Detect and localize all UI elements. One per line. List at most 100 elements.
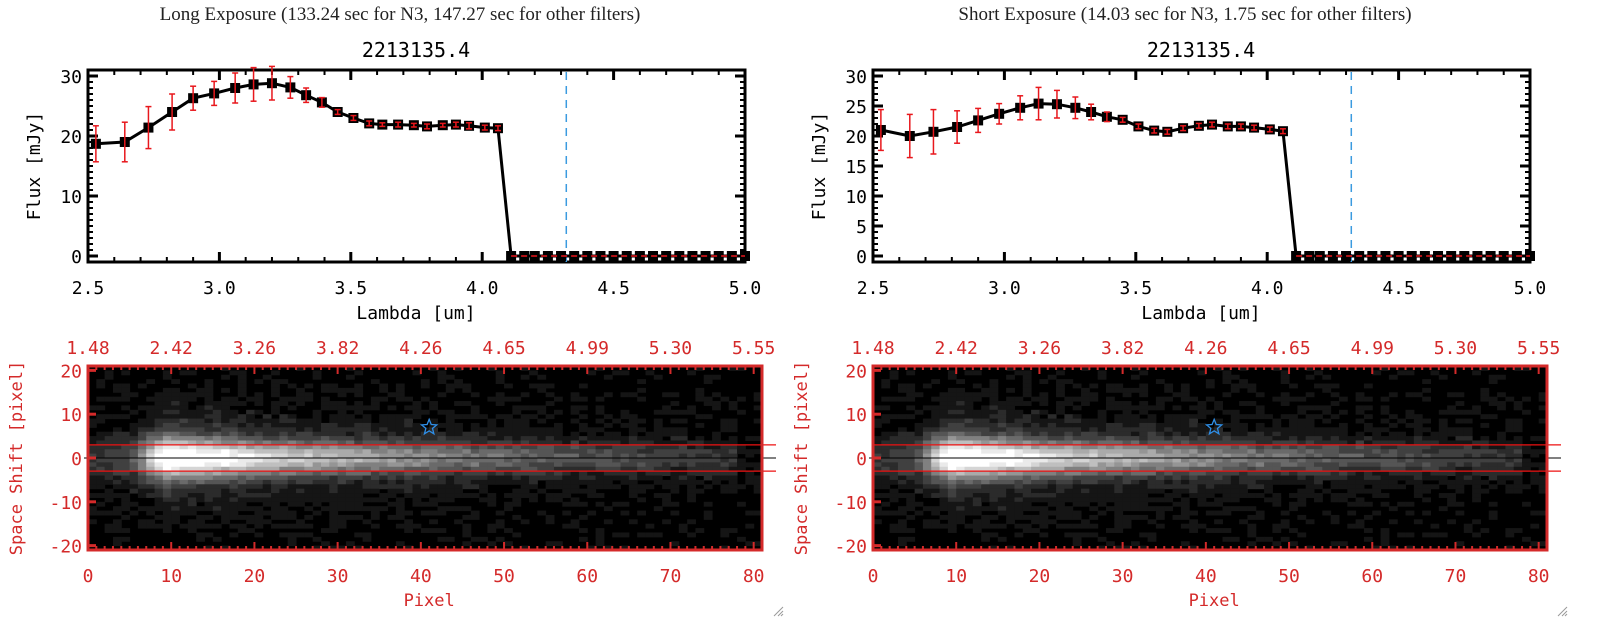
image-pixel (470, 493, 480, 498)
image-pixel (653, 479, 663, 485)
image-pixel (204, 449, 214, 455)
image-pixel (578, 422, 588, 428)
resize-grip-icon[interactable] (1556, 605, 1568, 617)
image-pixel (504, 431, 513, 437)
image-pixel (146, 493, 156, 498)
image-pixel (171, 444, 181, 450)
image-pixel (121, 471, 131, 477)
image-pixel (520, 392, 530, 398)
image-pixel (1147, 453, 1157, 459)
image-pixel (204, 405, 214, 411)
image-pixel (1130, 453, 1140, 459)
image-pixel (1222, 528, 1232, 533)
image-pixel (1064, 493, 1074, 498)
image-pixel (1247, 387, 1257, 393)
image-pixel (520, 449, 530, 455)
image-pixel (947, 510, 957, 516)
image-pixel (1372, 462, 1382, 468)
image-pixel (637, 436, 647, 441)
image-pixel (906, 497, 916, 503)
image-pixel (989, 405, 999, 411)
image-pixel (204, 418, 214, 424)
image-pixel (906, 466, 916, 472)
image-pixel (897, 484, 907, 490)
image-pixel (603, 458, 613, 463)
image-pixel (312, 431, 322, 437)
image-pixel (179, 497, 189, 503)
image-pixel (320, 462, 330, 468)
image-pixel (354, 497, 364, 503)
image-pixel (964, 405, 974, 411)
image-pixel (1130, 436, 1140, 441)
image-pixel (495, 444, 505, 450)
image-pixel (1447, 444, 1456, 450)
image-pixel (1280, 396, 1290, 402)
image-pixel (1081, 418, 1090, 424)
image-pixel (162, 449, 172, 455)
image-pixel (537, 374, 547, 380)
image-pixel (587, 471, 597, 477)
image-pixel (237, 523, 247, 529)
image-pixel (1438, 436, 1448, 441)
top-x-tick-label: 3.26 (1018, 338, 1061, 359)
image-pixel (1205, 453, 1215, 459)
image-pixel (1214, 418, 1223, 424)
image-pixel (254, 532, 264, 538)
image-pixel (1056, 479, 1065, 485)
image-pixel (956, 379, 966, 385)
image-pixel (1480, 440, 1490, 446)
image-pixel (1180, 436, 1190, 441)
image-pixel (254, 506, 264, 512)
image-pixel (703, 449, 713, 455)
image-pixel (329, 453, 339, 459)
image-pixel (196, 387, 205, 393)
image-pixel (221, 453, 230, 459)
image-pixel (1363, 422, 1373, 428)
image-pixel (1114, 458, 1124, 463)
image-pixel (889, 475, 899, 481)
image-pixel (487, 523, 497, 529)
image-pixel (162, 462, 172, 468)
image-pixel (162, 392, 172, 398)
image-pixel (395, 453, 405, 459)
image-pixel (1497, 479, 1506, 485)
image-pixel (1022, 493, 1032, 498)
image-pixel (437, 379, 447, 385)
image-pixel (337, 466, 347, 472)
image-pixel (212, 431, 222, 437)
image-pixel (121, 475, 131, 481)
image-pixel (1197, 488, 1207, 494)
image-pixel (1330, 440, 1340, 446)
x-tick-label: 10 (160, 566, 182, 587)
image-pixel (939, 409, 949, 415)
image-pixel (1039, 462, 1049, 468)
image-pixel (246, 444, 255, 450)
image-pixel (204, 484, 214, 490)
resize-grip-icon[interactable] (772, 605, 784, 617)
image-pixel (1180, 396, 1190, 402)
image-pixel (320, 436, 330, 441)
image-pixel (956, 436, 966, 441)
image-pixel (964, 427, 974, 433)
image-pixel (445, 431, 455, 437)
x-axis-label: Lambda [um] (1141, 303, 1260, 324)
image-pixel (237, 501, 247, 507)
image-pixel (1072, 514, 1082, 520)
image-pixel (454, 479, 463, 485)
image-pixel (1289, 506, 1298, 512)
image-pixel (562, 510, 572, 516)
image-pixel (981, 440, 990, 446)
image-pixel (897, 541, 907, 547)
image-pixel (1155, 449, 1165, 455)
image-pixel (412, 458, 422, 463)
image-pixel (906, 475, 916, 481)
image-pixel (678, 409, 688, 415)
image-pixel (720, 528, 730, 533)
image-pixel (956, 484, 966, 490)
image-pixel (1297, 427, 1307, 433)
image-pixel (129, 475, 139, 481)
image-pixel (246, 431, 255, 437)
image-pixel (620, 444, 630, 450)
image-pixel (1031, 475, 1040, 481)
image-pixel (1072, 501, 1082, 507)
